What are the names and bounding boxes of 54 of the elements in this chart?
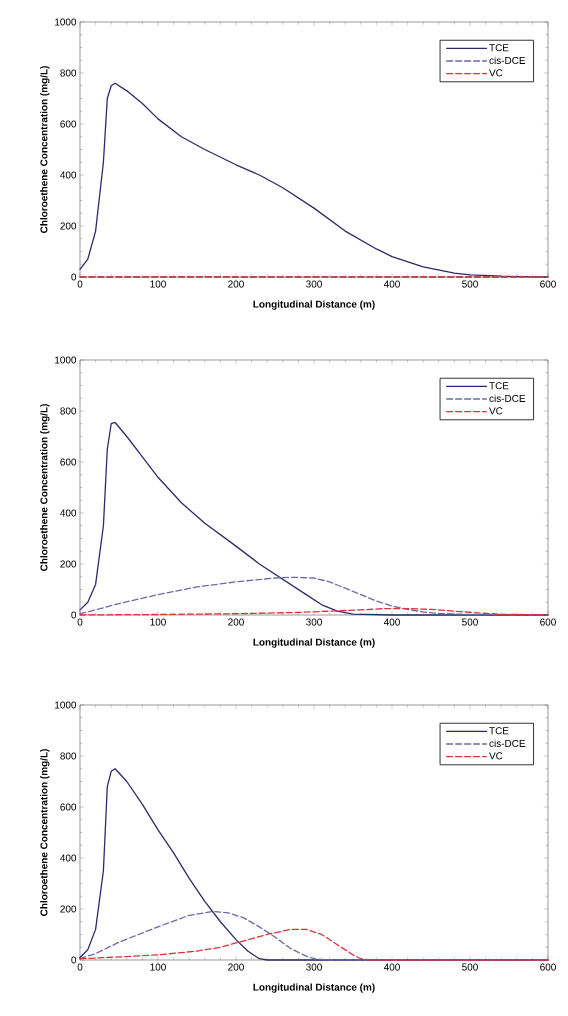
legend-label: VC bbox=[489, 407, 503, 415]
y-tick-label: 200 bbox=[60, 560, 77, 568]
x-axis-title: Longitudinal Distance (m) bbox=[253, 983, 375, 993]
y-tick-label: 0 bbox=[71, 611, 77, 619]
legend-label: TCE bbox=[489, 44, 509, 52]
y-axis-title: Chloroethene Concentration (mg/L) bbox=[40, 404, 50, 571]
x-axis-title: Longitudinal Distance (m) bbox=[253, 638, 375, 648]
y-tick-label: 600 bbox=[60, 458, 77, 466]
x-tick-label: 200 bbox=[228, 963, 244, 971]
legend-label: cis-DCE bbox=[489, 739, 526, 747]
y-tick-label: 1000 bbox=[55, 18, 77, 26]
x-tick-label: 300 bbox=[306, 618, 322, 626]
x-tick-label: 600 bbox=[540, 963, 556, 971]
y-tick-label: 400 bbox=[60, 171, 77, 179]
legend-label: cis-DCE bbox=[489, 394, 526, 402]
x-tick-label: 200 bbox=[228, 280, 244, 288]
x-tick-label: 300 bbox=[306, 280, 322, 288]
x-tick-label: 600 bbox=[540, 618, 556, 626]
x-tick-label: 100 bbox=[150, 280, 166, 288]
legend-label: VC bbox=[489, 752, 503, 760]
y-tick-label: 400 bbox=[60, 854, 77, 862]
legend-label: cis-DCE bbox=[489, 56, 526, 64]
y-tick-label: 600 bbox=[60, 803, 77, 811]
x-tick-label: 100 bbox=[150, 963, 166, 971]
y-axis-title: Chloroethene Concentration (mg/L) bbox=[40, 66, 50, 233]
x-tick-label: 300 bbox=[306, 963, 322, 971]
x-tick-label: 600 bbox=[540, 280, 556, 288]
legend-label: TCE bbox=[489, 727, 509, 735]
y-tick-label: 600 bbox=[60, 120, 77, 128]
x-tick-label: 500 bbox=[462, 280, 478, 288]
y-tick-label: 0 bbox=[71, 273, 77, 281]
legend-label: TCE bbox=[489, 382, 509, 390]
y-tick-label: 800 bbox=[60, 407, 77, 415]
y-tick-label: 1000 bbox=[55, 701, 77, 709]
y-tick-label: 800 bbox=[60, 752, 77, 760]
x-tick-label: 500 bbox=[462, 963, 478, 971]
x-tick-label: 100 bbox=[150, 618, 166, 626]
x-tick-label: 0 bbox=[77, 280, 83, 288]
x-tick-label: 500 bbox=[462, 618, 478, 626]
x-tick-label: 0 bbox=[77, 963, 83, 971]
y-tick-label: 0 bbox=[71, 956, 77, 964]
x-axis-title: Longitudinal Distance (m) bbox=[253, 300, 375, 310]
y-tick-label: 400 bbox=[60, 509, 77, 517]
y-tick-label: 200 bbox=[60, 905, 77, 913]
x-tick-label: 400 bbox=[383, 963, 400, 971]
x-tick-label: 0 bbox=[77, 618, 83, 626]
y-tick-label: 800 bbox=[60, 69, 77, 77]
x-tick-label: 200 bbox=[228, 618, 244, 626]
y-tick-label: 1000 bbox=[55, 356, 77, 364]
legend-label: VC bbox=[489, 69, 503, 77]
x-tick-label: 400 bbox=[383, 618, 400, 626]
y-tick-label: 200 bbox=[60, 222, 77, 230]
y-axis-title: Chloroethene Concentration (mg/L) bbox=[40, 749, 50, 916]
x-tick-label: 400 bbox=[383, 280, 400, 288]
